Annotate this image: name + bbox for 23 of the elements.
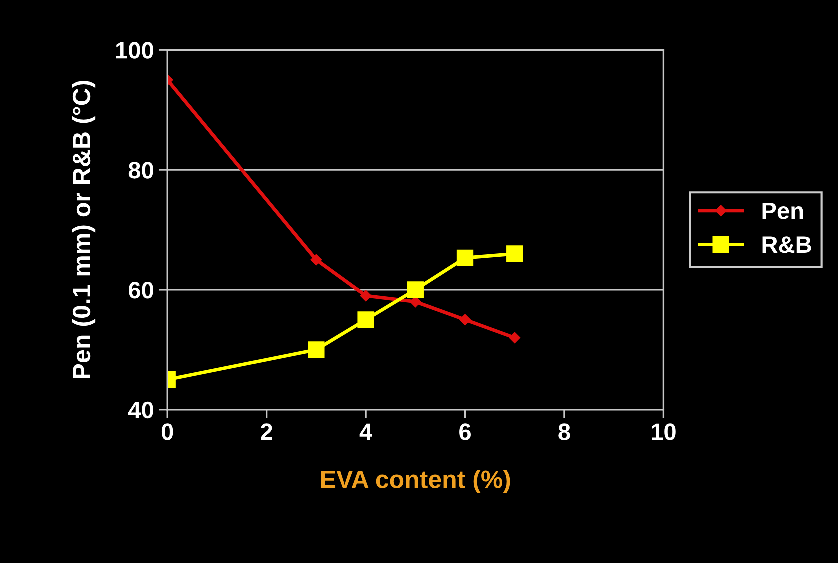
y-tick-label: 100: [116, 42, 154, 59]
y-tick-label: 60: [129, 282, 154, 299]
point: [509, 332, 520, 344]
x-tick-label: 0: [162, 424, 174, 440]
point: [308, 342, 325, 358]
x-tick-label: 6: [460, 424, 471, 440]
y-tick-label: 80: [128, 162, 154, 179]
x-axis-title: EVA content (%): [321, 470, 510, 494]
y-axis-title: Pen (0.1 mm) or R&B (°C): [72, 81, 96, 378]
point: [506, 246, 524, 262]
x-tick-label: 4: [360, 424, 372, 440]
point: [407, 282, 424, 298]
point: [360, 290, 372, 302]
y-tick-label: 40: [128, 402, 154, 419]
legend-label: R&B: [762, 236, 812, 254]
legend-label: Pen: [762, 202, 804, 220]
point: [310, 254, 322, 266]
x-tick-label: 10: [652, 424, 676, 440]
point: [460, 314, 471, 326]
x-tick-label: 8: [558, 424, 570, 440]
point: [358, 312, 374, 328]
x-tick-label: 2: [261, 424, 272, 440]
point: [456, 250, 474, 266]
